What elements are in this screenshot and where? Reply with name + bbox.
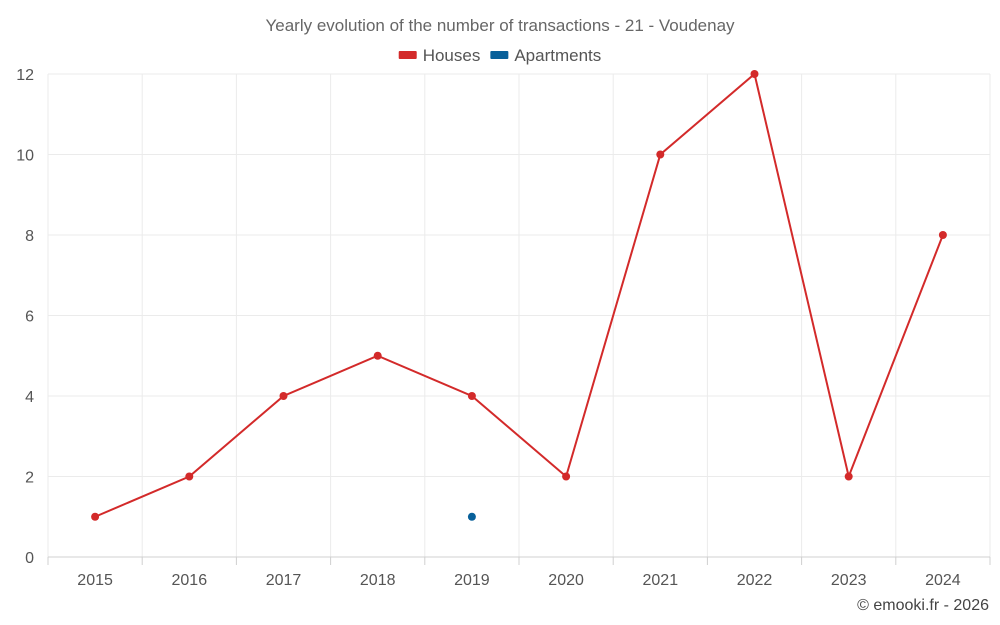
legend-label: Houses	[423, 46, 481, 65]
y-tick-label: 2	[25, 470, 34, 487]
y-tick-label: 0	[25, 550, 34, 567]
x-tick-label: 2018	[360, 572, 396, 589]
y-tick-label: 8	[25, 228, 34, 245]
credit-text: © emooki.fr - 2026	[857, 597, 989, 614]
legend-item-houses[interactable]: Houses	[398, 46, 481, 65]
data-point-houses	[562, 472, 571, 481]
data-point-houses	[91, 512, 100, 521]
data-point-houses	[750, 70, 759, 78]
data-point-houses	[279, 392, 288, 400]
legend-swatch	[490, 51, 509, 59]
x-tick-label: 2020	[548, 572, 584, 589]
data-point-houses	[938, 231, 947, 239]
y-tick-label: 6	[25, 309, 34, 326]
series-layer	[91, 70, 947, 521]
y-tick-label: 4	[25, 389, 34, 406]
data-point-houses	[185, 472, 194, 481]
x-tick-label: 2022	[737, 572, 773, 589]
x-tick-label: 2016	[172, 572, 208, 589]
x-tick-label: 2019	[454, 572, 490, 589]
data-point-houses	[656, 150, 665, 159]
y-tick-label: 12	[16, 67, 34, 84]
data-point-houses	[373, 351, 382, 360]
series-line-houses	[94, 72, 944, 518]
data-point-houses	[844, 472, 853, 481]
axes: 0 2 4 6 8 10 12 2015 2016 2017 2018 2019 2020 2021 202…	[16, 67, 991, 589]
x-tick-label: 2017	[266, 572, 302, 589]
data-point-apartments	[467, 512, 476, 521]
legend-swatch	[398, 51, 417, 59]
x-tick-label: 2021	[643, 572, 679, 589]
legend-label: Apartments	[514, 46, 601, 65]
legend: Houses Apartments	[398, 46, 601, 65]
chart-title: Yearly evolution of the number of transa…	[265, 16, 735, 35]
legend-item-apartments[interactable]: Apartments	[490, 46, 601, 65]
y-tick-label: 10	[16, 148, 34, 165]
grid	[47, 73, 991, 557]
data-point-houses	[467, 392, 476, 400]
x-tick-label: 2024	[925, 572, 961, 589]
x-tick-label: 2023	[831, 572, 867, 589]
x-tick-label: 2015	[77, 572, 113, 589]
